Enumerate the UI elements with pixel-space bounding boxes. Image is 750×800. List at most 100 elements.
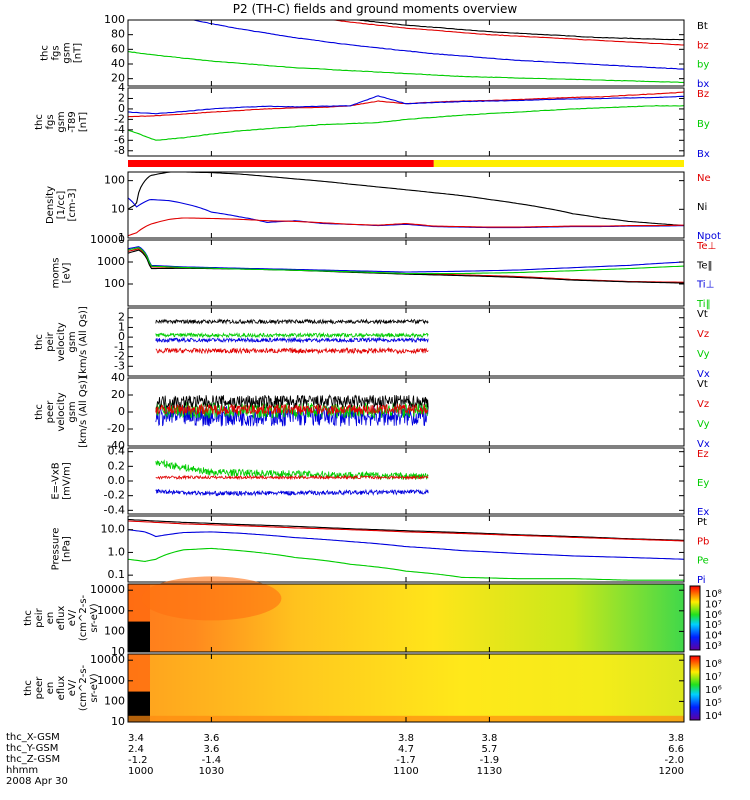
y-tick-label: 2 [118, 311, 125, 324]
series-Pi [128, 529, 684, 560]
panel-frame [127, 515, 685, 583]
y-tick-label: 80 [111, 28, 125, 41]
legend-Pb: Pb [697, 536, 709, 547]
panel-5: Vt Vz Vy Vx 40 20 0 -20 -40 thc peer velocity gsm [km… [34, 371, 710, 452]
ephemeris-value: -2.0 [664, 755, 684, 766]
series-Vy [155, 331, 429, 339]
series-Bx [128, 95, 684, 115]
legend-Ez: Ez [697, 449, 709, 460]
y-axis-label: thc [34, 114, 45, 130]
legend-by: by [697, 60, 709, 71]
y-axis-label: peir [45, 331, 56, 351]
y-tick-label: 60 [111, 42, 125, 55]
ephemeris-labels: thc_X-GSM thc_Y-GSM thc_Z-GSM hhmm 2008 … [6, 732, 68, 787]
series-Ey [155, 459, 429, 481]
eph-label: 2008 Apr 30 [6, 776, 68, 787]
y-tick-label: -4 [114, 123, 125, 136]
legend-Ey: Ey [697, 478, 709, 489]
y-axis-label: gsm [56, 111, 67, 132]
y-tick-label: 0.1 [108, 568, 126, 581]
y-axis-label: gsm [67, 401, 78, 422]
legend-Vt: Vt [697, 309, 708, 320]
y-axis-label: thc [34, 404, 45, 420]
legend-Vz: Vz [697, 329, 709, 340]
legend-Bt: Bt [697, 21, 708, 32]
ephemeris-value: -1.2 [128, 755, 148, 766]
y-axis-label: fgs [51, 45, 62, 60]
y-tick-label: 1000 [97, 674, 125, 687]
eph-label: thc_Y-GSM [6, 743, 59, 754]
y-axis-label: [mV/m] [62, 462, 73, 500]
legend-Te⊥: Te⊥ [696, 241, 716, 252]
y-tick-label: 10000 [90, 583, 125, 596]
y-axis-label: velocity [56, 322, 67, 361]
panel-9: 10⁸ 10⁷ 10⁶ 10⁵ 10⁴ 10000 1000 100 10 thc peer en ef… [23, 653, 722, 728]
y-tick-label: 20 [111, 72, 125, 85]
eph-label: thc_Z-GSM [6, 754, 61, 765]
series-Vz [155, 346, 429, 355]
y-tick-label: 100 [104, 624, 125, 637]
legend-Ti‖: Ti‖ [696, 299, 711, 310]
series-Ti⊥ [128, 246, 684, 273]
ephemeris-value: 3.6 [203, 744, 219, 755]
panel-2: Ne Ni Npot 100 10 1 Density [1/cc] [cm-3] [45, 171, 721, 244]
colorbar-tick-label: 10⁷ [705, 672, 722, 683]
legend-bz: bz [697, 40, 709, 51]
series-Te⊥ [128, 248, 684, 283]
y-tick-label: -2 [114, 112, 125, 125]
y-tick-label: -6 [114, 133, 125, 146]
legend-Te‖: Te‖ [696, 260, 713, 271]
colorbar-tick-label: 10⁴ [705, 711, 722, 722]
ephemeris-value: 1100 [393, 766, 418, 777]
ephemeris-value: -1.4 [202, 755, 222, 766]
y-tick-label: 100 [104, 13, 125, 26]
y-axis-label: eV/ [67, 679, 78, 696]
heatmap-gap [128, 691, 150, 722]
y-axis-label: [eV] [62, 263, 73, 284]
legend-Vy: Vy [697, 419, 710, 430]
y-tick-label: 0 [118, 330, 125, 343]
panel-7: Pt Pb Pe Pi 10.0 1.0 0.1 Pressure [nPa] [51, 515, 709, 586]
y-tick-label: 0.2 [108, 459, 126, 472]
y-axis-label: [cm-3] [67, 188, 78, 221]
series-bz [328, 20, 684, 46]
legend-Npot: Npot [697, 231, 721, 242]
y-tick-label: 10 [111, 645, 125, 658]
y-tick-label: 100 [104, 174, 125, 187]
y-axis-label: eflux [56, 606, 67, 631]
y-axis-label: gsm [67, 331, 78, 352]
y-axis-label: fgs [45, 114, 56, 129]
y-axis-label: E=-VxB [51, 462, 62, 499]
series-bx [190, 20, 684, 70]
colorbar-tick-label: 10⁸ [705, 659, 722, 670]
panel-frame [127, 447, 685, 515]
legend-Ex: Ex [697, 507, 709, 518]
series-Ni [128, 172, 684, 227]
series-Ti‖ [128, 247, 684, 275]
legend-Vt: Vt [697, 379, 708, 390]
y-tick-label: -20 [107, 422, 125, 435]
colorbar [689, 655, 701, 721]
ephemeris-value: -1.7 [396, 755, 416, 766]
y-axis-label: thc [40, 45, 51, 61]
legend-Ne: Ne [697, 173, 711, 184]
page-title: P2 (TH-C) fields and ground moments over… [232, 2, 518, 16]
y-axis-label: (cm^2-s- [78, 594, 89, 641]
y-tick-label: 10.0 [101, 523, 126, 536]
colorbar-tick-label: 10⁶ [705, 610, 722, 621]
heatmap-gap [128, 621, 150, 652]
series-Ne [128, 217, 684, 237]
series-Pt [128, 518, 684, 541]
series-Pe [128, 547, 684, 581]
y-tick-label: 40 [111, 371, 125, 384]
y-tick-label: 10000 [90, 653, 125, 666]
y-tick-label: 0 [118, 102, 125, 115]
y-axis-label: [km/s (All Qs)] [78, 306, 89, 378]
y-axis-label: peir [34, 607, 45, 627]
y-axis-label: en [45, 612, 56, 625]
y-axis-label: thc [34, 334, 45, 350]
y-axis-label: en [45, 682, 56, 695]
series-Vt [155, 394, 429, 409]
y-axis-label: [1/cc] [56, 191, 67, 220]
